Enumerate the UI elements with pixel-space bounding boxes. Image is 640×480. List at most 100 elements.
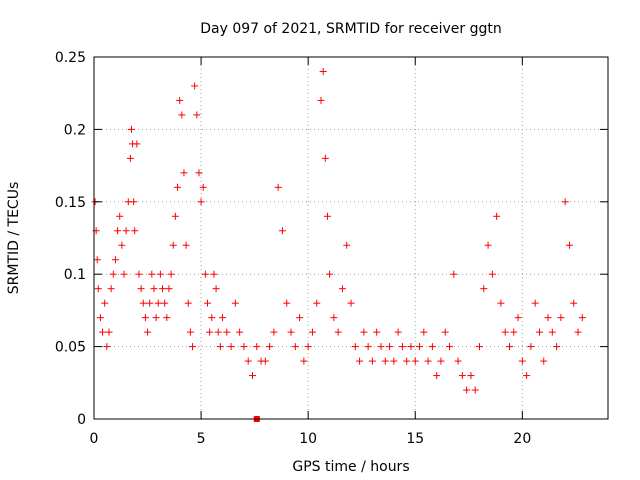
data-point xyxy=(424,357,432,365)
data-point xyxy=(518,357,526,365)
data-point xyxy=(159,285,167,293)
data-point xyxy=(351,343,359,351)
data-point xyxy=(411,357,419,365)
data-point xyxy=(454,357,462,365)
data-point xyxy=(231,299,239,307)
data-point xyxy=(330,314,338,322)
data-point xyxy=(437,357,445,365)
data-point xyxy=(240,343,248,351)
data-point xyxy=(403,357,411,365)
data-point xyxy=(184,299,192,307)
data-point xyxy=(101,299,109,307)
x-tick-label: 15 xyxy=(406,431,424,447)
x-tick-label: 0 xyxy=(90,431,99,447)
data-point xyxy=(141,314,149,322)
data-point xyxy=(428,343,436,351)
data-point xyxy=(93,256,101,264)
data-point xyxy=(193,111,201,119)
data-point xyxy=(488,270,496,278)
data-point xyxy=(99,328,107,336)
data-point xyxy=(343,241,351,249)
data-point xyxy=(321,154,329,162)
data-point xyxy=(111,256,119,264)
data-point xyxy=(150,285,158,293)
y-tick-label: 0.15 xyxy=(55,195,86,211)
x-tick-label: 20 xyxy=(513,431,531,447)
data-point xyxy=(323,212,331,220)
data-point xyxy=(441,328,449,336)
data-point xyxy=(186,328,194,336)
data-point xyxy=(514,314,522,322)
data-point xyxy=(180,169,188,177)
y-tick-label: 0.05 xyxy=(55,340,86,356)
data-point xyxy=(334,328,342,336)
y-tick-label: 0.25 xyxy=(55,50,86,66)
data-point xyxy=(227,343,235,351)
data-point xyxy=(561,198,569,206)
data-point xyxy=(476,343,483,351)
data-point xyxy=(565,241,573,249)
data-point xyxy=(381,357,389,365)
data-point xyxy=(212,285,220,293)
data-point xyxy=(133,140,141,148)
data-point xyxy=(484,241,492,249)
data-point xyxy=(544,314,552,322)
data-point xyxy=(338,285,346,293)
data-point xyxy=(178,111,186,119)
data-point xyxy=(176,96,184,104)
data-point xyxy=(291,343,299,351)
x-axis-label: GPS time / hours xyxy=(292,459,409,475)
data-point xyxy=(463,386,471,394)
data-point xyxy=(248,372,256,380)
data-point xyxy=(278,227,286,235)
data-point xyxy=(368,357,376,365)
data-point xyxy=(210,270,218,278)
data-point xyxy=(120,270,128,278)
data-point xyxy=(308,328,316,336)
data-point xyxy=(458,372,466,380)
data-point xyxy=(398,343,406,351)
data-point xyxy=(146,299,154,307)
data-point xyxy=(416,343,424,351)
data-point xyxy=(364,343,372,351)
data-point xyxy=(236,328,244,336)
data-point xyxy=(360,328,368,336)
data-point xyxy=(167,270,175,278)
data-point xyxy=(420,328,428,336)
x-tick-label: 10 xyxy=(299,431,317,447)
data-point xyxy=(130,198,138,206)
data-point xyxy=(156,270,164,278)
data-point xyxy=(116,212,124,220)
data-point xyxy=(527,343,535,351)
data-point xyxy=(523,372,531,380)
chart-title: Day 097 of 2021, SRMTID for receiver ggt… xyxy=(200,21,502,37)
data-point xyxy=(139,299,147,307)
data-point xyxy=(161,299,169,307)
grid-lines xyxy=(94,57,608,419)
data-point xyxy=(214,328,222,336)
data-point xyxy=(266,343,274,351)
data-point xyxy=(191,82,199,90)
data-point xyxy=(182,241,190,249)
data-point xyxy=(107,285,115,293)
data-point xyxy=(304,343,312,351)
data-point xyxy=(493,212,501,220)
data-point xyxy=(467,372,475,380)
data-point xyxy=(394,328,402,336)
data-point xyxy=(570,299,578,307)
data-points xyxy=(91,67,586,422)
data-point xyxy=(283,299,291,307)
data-point xyxy=(189,343,197,351)
data-point xyxy=(96,314,104,322)
data-point xyxy=(253,343,261,351)
data-point xyxy=(574,328,582,336)
data-point xyxy=(356,357,364,365)
data-point xyxy=(199,183,207,191)
data-point xyxy=(535,328,543,336)
data-point xyxy=(300,357,308,365)
data-point xyxy=(480,285,488,293)
data-point xyxy=(317,96,325,104)
data-point xyxy=(114,227,122,235)
data-point xyxy=(154,299,162,307)
